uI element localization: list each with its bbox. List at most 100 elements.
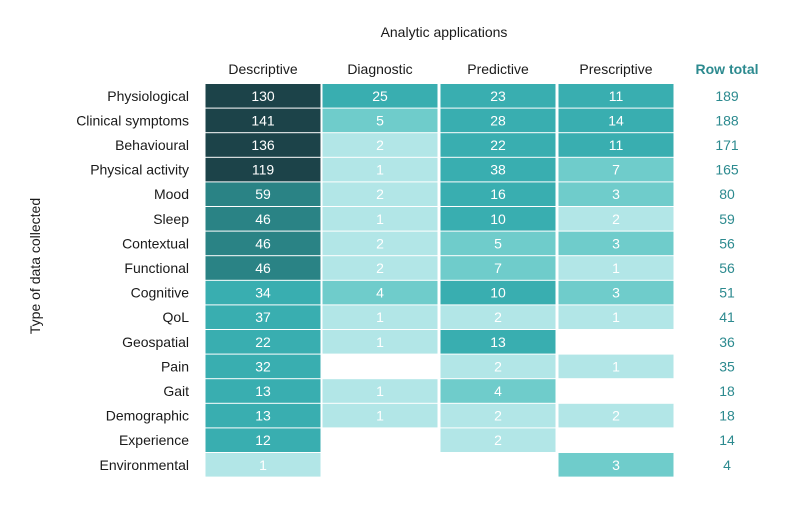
heatmap-cell bbox=[322, 403, 438, 428]
row-total-value: 41 bbox=[719, 309, 735, 325]
heatmap-cell bbox=[322, 182, 438, 206]
heatmap-cell bbox=[205, 256, 321, 280]
cell-value-label: 2 bbox=[612, 408, 620, 424]
cell-value-label: 46 bbox=[255, 260, 271, 276]
cell-value-label: 1 bbox=[376, 408, 384, 424]
cell-value-label: 2 bbox=[376, 186, 384, 202]
heatmap-cell bbox=[440, 330, 556, 354]
heatmap-cell bbox=[322, 108, 438, 133]
heatmap-cell bbox=[205, 330, 321, 354]
cell-value-label: 13 bbox=[255, 408, 271, 424]
cell-value-label: 25 bbox=[372, 88, 388, 104]
heatmap-cell bbox=[205, 453, 321, 477]
heatmap-cell bbox=[440, 207, 556, 231]
row-label-environmental: Environmental bbox=[100, 457, 190, 473]
column-header-predictive: Predictive bbox=[467, 61, 529, 77]
heatmap-cell bbox=[558, 403, 674, 428]
heatmap-cell bbox=[322, 207, 438, 231]
row-total-value: 18 bbox=[719, 408, 735, 424]
column-headers: Descriptive Diagnostic Predictive Prescript… bbox=[228, 61, 652, 77]
heatmap-cell bbox=[440, 157, 556, 182]
heatmap-cell bbox=[558, 231, 674, 256]
cell-value-label: 1 bbox=[376, 162, 384, 178]
cell-value-label: 5 bbox=[494, 235, 502, 251]
cell-value-label: 10 bbox=[490, 285, 506, 301]
column-header-descriptive: Descriptive bbox=[228, 61, 297, 77]
cell-value-label: 22 bbox=[490, 137, 506, 153]
cell-value-label: 38 bbox=[490, 162, 506, 178]
heatmap-cell bbox=[205, 157, 321, 182]
heatmap-cell bbox=[440, 256, 556, 280]
heatmap-cell bbox=[440, 280, 556, 305]
cell-value-label: 59 bbox=[255, 186, 271, 202]
heatmap-cell bbox=[205, 305, 321, 329]
row-total-header: Row total bbox=[696, 61, 759, 77]
cell-value-label: 2 bbox=[376, 137, 384, 153]
cell-value-label: 1 bbox=[376, 334, 384, 350]
row-labels: Physiological Clinical symptoms Behavioura… bbox=[76, 88, 189, 473]
heatmap-cell bbox=[558, 305, 674, 329]
cell-value-label: 37 bbox=[255, 309, 271, 325]
cell-value-label: 136 bbox=[251, 137, 275, 153]
cell-value-label: 11 bbox=[609, 88, 624, 104]
heatmap-cell bbox=[558, 207, 674, 231]
row-total-value: 36 bbox=[719, 334, 735, 350]
cell-value-label: 141 bbox=[251, 112, 275, 128]
cell-value-label: 10 bbox=[490, 211, 506, 227]
row-label-demographic: Demographic bbox=[106, 408, 189, 424]
cell-value-label: 1 bbox=[612, 358, 620, 374]
heatmap-cell bbox=[440, 231, 556, 256]
cell-value-label: 2 bbox=[494, 408, 502, 424]
heatmap-cell bbox=[558, 182, 674, 206]
heatmap-cell bbox=[440, 108, 556, 133]
cell-value-label: 13 bbox=[255, 383, 271, 399]
heatmap-cell bbox=[322, 280, 438, 305]
y-axis-title: Type of data collected bbox=[27, 198, 43, 334]
heatmap-cell bbox=[205, 133, 321, 157]
heatmap-cell bbox=[440, 354, 556, 379]
heatmap-cell bbox=[558, 84, 674, 108]
heatmap-cell bbox=[322, 133, 438, 157]
cell-value-label: 46 bbox=[255, 235, 271, 251]
heatmap-cell bbox=[558, 453, 674, 477]
row-label-functional: Functional bbox=[124, 260, 189, 276]
cell-value-label: 1 bbox=[259, 457, 267, 473]
cell-value-label: 11 bbox=[609, 137, 624, 153]
cell-value-label: 7 bbox=[494, 260, 502, 276]
column-header-diagnostic: Diagnostic bbox=[347, 61, 412, 77]
heatmap-cell bbox=[205, 280, 321, 305]
heatmap-cell bbox=[205, 84, 321, 108]
heatmap-cell bbox=[205, 428, 321, 452]
row-label-behavioural: Behavioural bbox=[115, 137, 189, 153]
cell-value-label: 3 bbox=[612, 235, 620, 251]
cell-value-label: 23 bbox=[490, 88, 506, 104]
row-label-sleep: Sleep bbox=[153, 211, 189, 227]
heatmap-cell bbox=[322, 157, 438, 182]
heatmap-cell bbox=[322, 231, 438, 256]
heatmap-cell bbox=[205, 354, 321, 379]
cell-value-label: 2 bbox=[494, 309, 502, 325]
row-label-clinical-symptoms: Clinical symptoms bbox=[76, 112, 189, 128]
cell-value-label: 2 bbox=[494, 432, 502, 448]
cell-value-label: 16 bbox=[490, 186, 506, 202]
heatmap-cell bbox=[558, 133, 674, 157]
cell-value-label: 7 bbox=[612, 162, 620, 178]
cell-value-label: 1 bbox=[376, 309, 384, 325]
cell-value-label: 32 bbox=[255, 358, 271, 374]
cell-value-label: 1 bbox=[612, 309, 620, 325]
heatmap-cell bbox=[440, 182, 556, 206]
row-totals: 189 188 171 165 80 59 56 56 51 41 36 35 18 18 14 4 bbox=[715, 88, 739, 473]
heatmap-cell bbox=[205, 231, 321, 256]
row-total-value: 80 bbox=[719, 186, 735, 202]
heatmap-cell bbox=[205, 379, 321, 403]
row-label-qol: QoL bbox=[163, 309, 190, 325]
cell-value-label: 4 bbox=[376, 285, 384, 301]
cell-value-label: 34 bbox=[255, 285, 271, 301]
row-total-value: 35 bbox=[719, 358, 735, 374]
row-total-value: 171 bbox=[715, 137, 739, 153]
row-label-cognitive: Cognitive bbox=[131, 285, 190, 301]
heatmap-cell bbox=[440, 305, 556, 329]
row-total-value: 51 bbox=[719, 285, 735, 301]
